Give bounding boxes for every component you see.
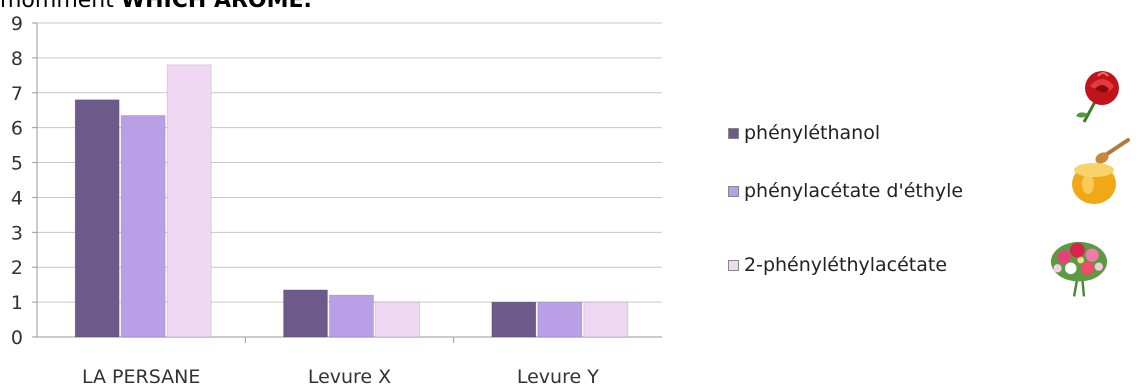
bar-1-1 — [74, 99, 120, 338]
legend-swatch-2 — [728, 185, 739, 197]
header-text: momment WHICH AROME. — [0, 0, 312, 13]
x-category-label: Levure X — [308, 366, 391, 388]
legend-swatch-3 — [728, 259, 739, 271]
bar-3-1 — [166, 64, 212, 338]
legend-label-2: phénylacétate d'éthyle — [744, 180, 964, 202]
chart-legend: phényléthanol phénylacétate d'éthyle 2-p… — [728, 110, 1058, 310]
legend-swatch-1 — [728, 127, 739, 139]
y-tick-label: 3 — [11, 222, 23, 244]
y-tick-label: 4 — [11, 187, 23, 209]
y-tick-label: 7 — [11, 83, 23, 105]
honey-jar-icon — [1072, 138, 1130, 204]
bar-1-2 — [283, 289, 328, 338]
bar-3-2 — [375, 301, 420, 338]
y-tick-label: 9 — [11, 13, 23, 35]
bar-2-1 — [120, 114, 166, 338]
y-tick-label: 6 — [11, 118, 23, 140]
y-tick-label: 8 — [11, 48, 23, 70]
bar-2-3 — [537, 301, 583, 338]
header-text-bold: WHICH AROME. — [120, 0, 312, 13]
flower-bouquet-icon — [1050, 241, 1108, 297]
legend-label-3: 2-phényléthylacétate — [744, 254, 948, 276]
y-tick-label: 0 — [11, 327, 23, 349]
bar-chart: 0 1 2 3 4 5 6 7 8 9 LA PERSANE Levure X Levure Y — [11, 13, 662, 388]
bar-1-3 — [491, 301, 537, 338]
y-tick-label: 5 — [11, 153, 23, 175]
legend-item-2: phénylacétate d'éthyle — [728, 178, 963, 204]
y-tick-label: 1 — [11, 292, 23, 314]
bar-3-3 — [583, 301, 629, 338]
header-text-plain: momment — [0, 0, 121, 13]
legend-item-1: phényléthanol — [728, 120, 880, 146]
legend-item-3: 2-phényléthylacétate — [728, 252, 947, 278]
legend-label-1: phényléthanol — [744, 122, 881, 144]
x-category-label: Levure Y — [517, 366, 599, 388]
y-tick-label: 2 — [11, 257, 23, 279]
bar-2-2 — [329, 294, 374, 338]
x-category-label: LA PERSANE — [82, 366, 200, 388]
rose-icon — [1076, 71, 1119, 123]
